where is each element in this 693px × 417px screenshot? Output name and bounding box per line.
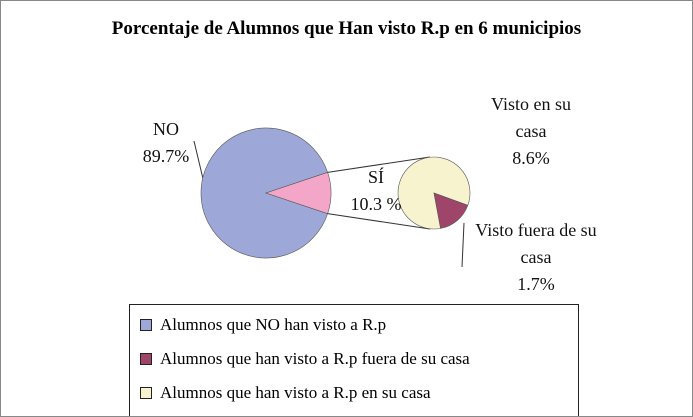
legend-item: Alumnos que NO han visto a R.p <box>140 315 386 335</box>
pie-slice <box>433 192 469 229</box>
slice-label: NO 89.7% <box>121 116 211 170</box>
legend: Alumnos que NO han visto a R.p Alumnos qu… <box>129 304 579 416</box>
category-label: Visto en su casa <box>491 94 571 141</box>
leader-line <box>461 222 465 268</box>
value-label: 89.7% <box>142 146 190 166</box>
pie-slice <box>200 127 329 259</box>
legend-swatch <box>140 353 152 365</box>
legend-item: Alumnos que han visto a R.p fuera de su … <box>140 349 470 369</box>
value-label: 8.6% <box>512 148 550 168</box>
value-label: 10.3 % <box>350 194 402 214</box>
connector-line <box>327 213 431 230</box>
legend-item: Alumnos que han visto a R.p en su casa <box>140 383 431 403</box>
title-text: Porcentaje de Alumnos que Han visto R.p … <box>111 18 582 39</box>
legend-label: Alumnos que han visto a R.p fuera de su … <box>160 349 470 368</box>
value-label: 1.7% <box>517 274 555 294</box>
category-label: Visto fuera de su casa <box>475 220 597 267</box>
legend-swatch <box>140 387 152 399</box>
slice-label: SÍ 10.3 % <box>331 164 421 218</box>
category-label: SÍ <box>367 167 384 187</box>
slice-label: Visto fuera de su casa 1.7% <box>461 217 611 298</box>
chart-title: Porcentaje de Alumnos que Han visto R.p … <box>1 15 692 43</box>
leader-line <box>193 140 205 184</box>
legend-swatch <box>140 319 152 331</box>
connector-line <box>327 156 431 173</box>
category-label: NO <box>153 119 179 139</box>
legend-label: Alumnos que han visto a R.p en su casa <box>160 383 431 402</box>
slice-label: Visto en su casa 8.6% <box>476 91 586 172</box>
legend-label: Alumnos que NO han visto a R.p <box>160 315 387 334</box>
